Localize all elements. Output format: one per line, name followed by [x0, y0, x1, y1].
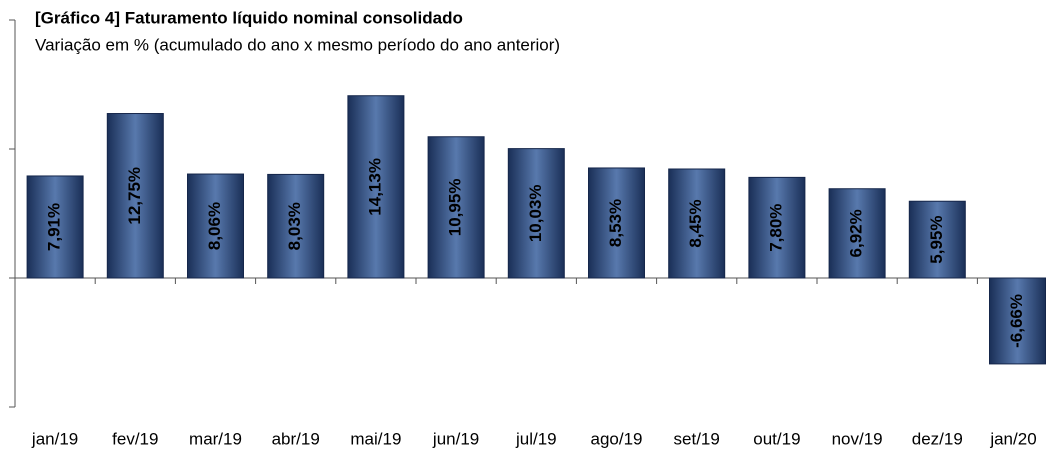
x-tick-label: nov/19	[832, 429, 883, 448]
value-label: 8,06%	[205, 202, 224, 250]
x-tick-label: jul/19	[515, 429, 557, 448]
value-label: 5,95%	[927, 216, 946, 264]
value-label: 10,95%	[446, 179, 465, 237]
value-label: 12,75%	[125, 167, 144, 225]
x-tick-label: jan/20	[989, 429, 1036, 448]
chart-subtitle: Variação em % (acumulado do ano x mesmo …	[35, 35, 560, 54]
chart-title: [Gráfico 4] Faturamento líquido nominal …	[35, 8, 463, 27]
x-tick-label: dez/19	[912, 429, 963, 448]
bar	[267, 173, 325, 279]
bar	[106, 113, 164, 279]
x-tick-label: ago/19	[591, 429, 643, 448]
bar	[588, 167, 645, 279]
bar	[748, 176, 806, 279]
x-tick-label: abr/19	[272, 429, 320, 448]
x-tick-label: mar/19	[189, 429, 242, 448]
value-label: 8,45%	[686, 199, 705, 247]
bar	[507, 148, 565, 279]
value-label: 8,03%	[285, 202, 304, 250]
value-label: 7,91%	[45, 203, 64, 251]
value-label: 6,92%	[847, 209, 866, 257]
bar	[828, 188, 886, 279]
bar	[427, 136, 485, 279]
value-label: 10,03%	[526, 184, 545, 242]
x-tick-label: mai/19	[350, 429, 401, 448]
value-label: 7,80%	[766, 204, 785, 252]
x-tick-label: jan/19	[31, 429, 78, 448]
x-tick-label: jun/19	[432, 429, 479, 448]
bar	[347, 95, 405, 279]
bar	[187, 173, 244, 279]
value-label: 8,53%	[606, 199, 625, 247]
x-tick-label: set/19	[674, 429, 720, 448]
x-tick-label: out/19	[753, 429, 800, 448]
bar	[908, 200, 966, 279]
value-label: -6,66%	[1007, 294, 1026, 348]
x-tick-label: fev/19	[112, 429, 158, 448]
bar	[668, 168, 726, 279]
bar	[26, 175, 84, 279]
bar	[989, 277, 1046, 365]
value-label: 14,13%	[365, 158, 384, 216]
